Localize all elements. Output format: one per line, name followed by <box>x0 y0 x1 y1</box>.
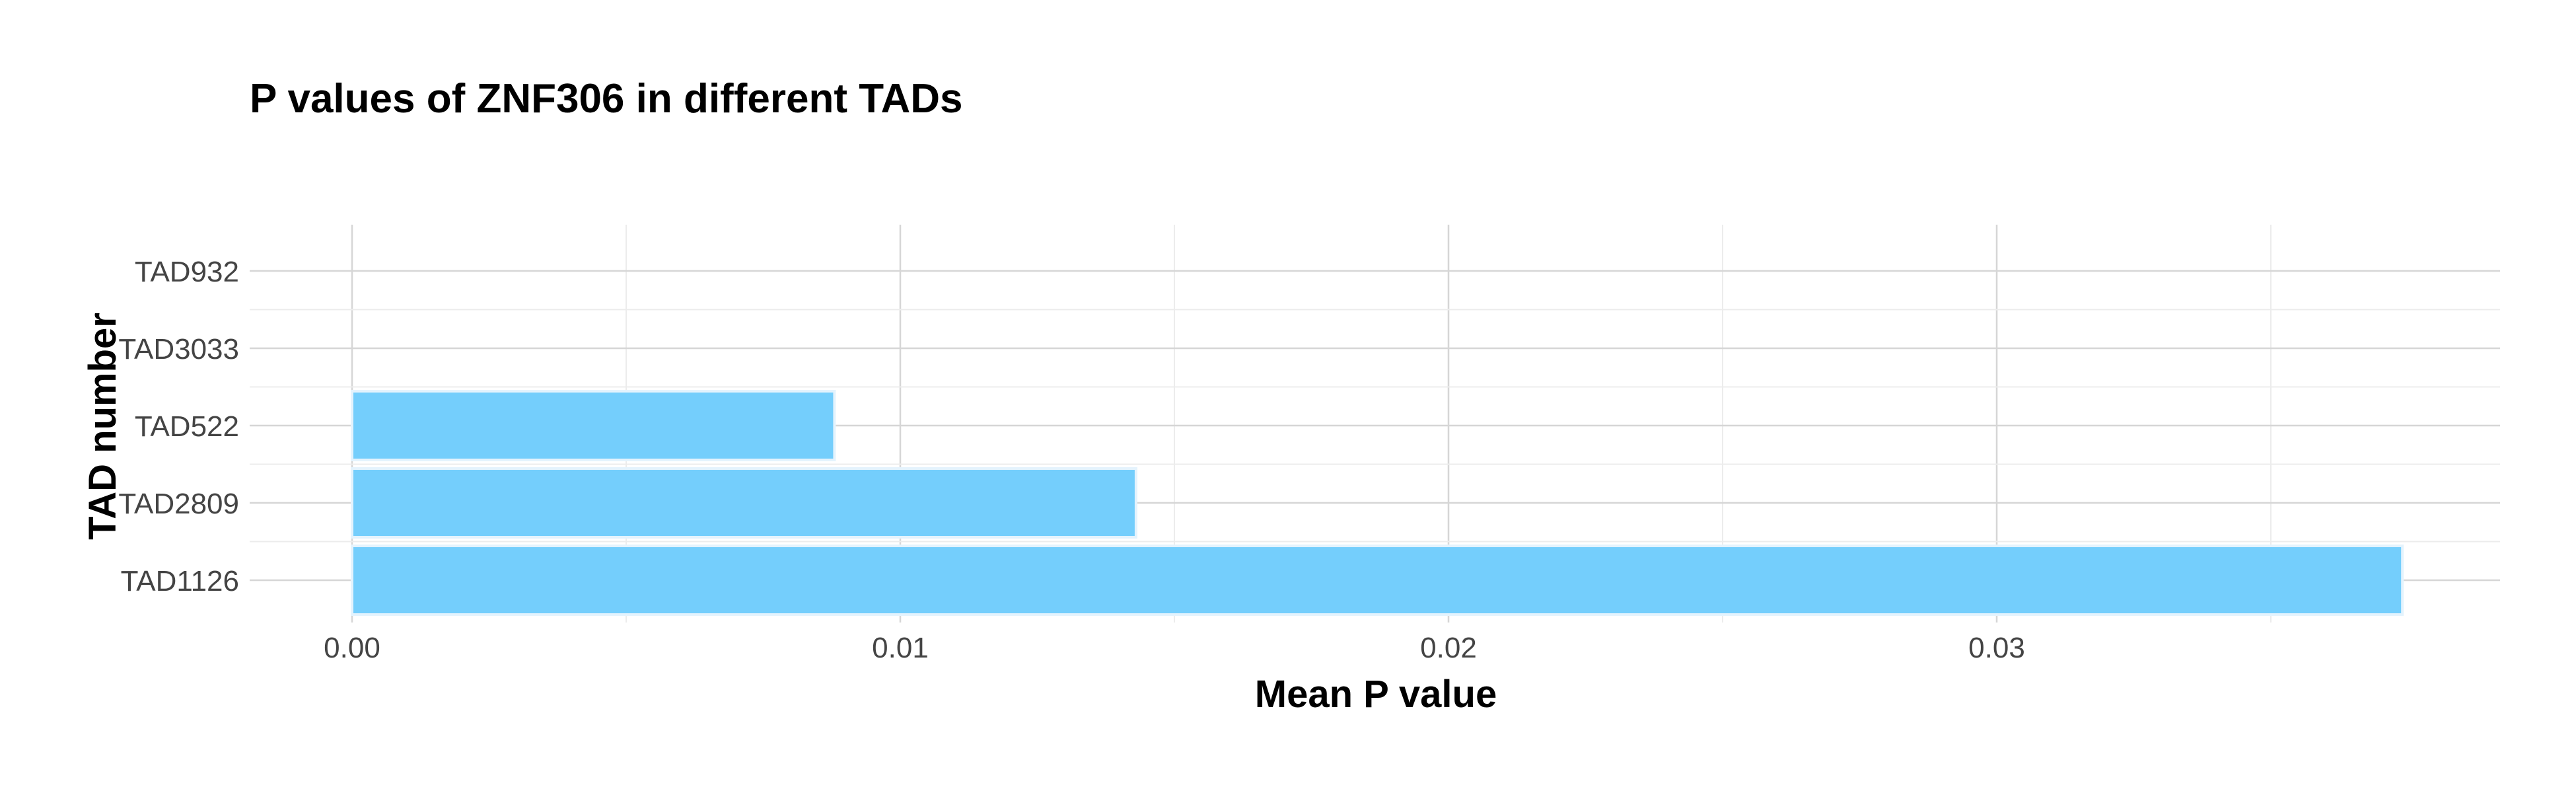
bar-tad522 <box>351 390 836 461</box>
y-tick-label: TAD2809 <box>118 488 239 520</box>
y-tick-label: TAD932 <box>135 256 239 288</box>
chart-title: P values of ZNF306 in different TADs <box>250 76 963 122</box>
x-tick-label: 0.03 <box>1968 632 2025 664</box>
y-tick-label: TAD1126 <box>121 565 239 597</box>
x-axis-title: Mean P value <box>1255 673 1497 716</box>
x-tick-label: 0.02 <box>1420 632 1477 664</box>
y-tick-label: TAD3033 <box>118 333 239 365</box>
bar-tad2809 <box>351 467 1137 539</box>
x-tick-labels: 0.00 0.01 0.02 0.03 <box>324 632 2025 664</box>
y-tick-labels: TAD1126 TAD2809 TAD522 TAD3033 TAD932 <box>118 256 239 597</box>
bars <box>351 390 2404 616</box>
x-tick-label: 0.00 <box>324 632 380 664</box>
y-tick-label: TAD522 <box>135 410 239 443</box>
y-axis-title: TAD number <box>81 313 124 540</box>
x-tick-label: 0.01 <box>872 632 929 664</box>
bar-tad1126 <box>351 545 2404 616</box>
